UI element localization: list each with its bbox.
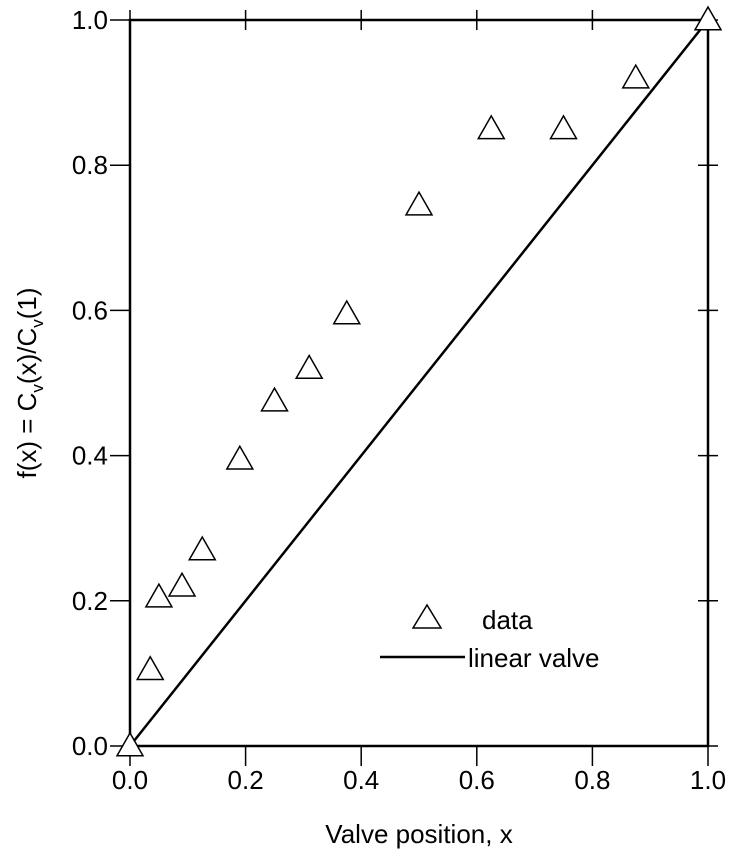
y-tick-label: 0.0 [72,731,108,761]
y-tick-label: 0.6 [72,295,108,325]
y-axis-title-sub-1: v [28,384,47,393]
y-axis-title-part-1: f(x) = C [12,393,42,479]
data-point-triangle [693,5,723,31]
linear-valve-line [129,19,709,747]
legend: data linear valve [380,603,600,673]
tick-labels: 0.0 0.2 0.4 0.6 0.8 1.0 0.0 0.2 0.4 0.6 0.8 1.0 [72,5,726,795]
data-point-triangle [115,731,145,757]
x-tick-label: 1.0 [690,765,726,795]
data-point-triangle [332,299,362,325]
x-tick-label: 0.8 [574,765,610,795]
y-axis-title-part-2: (x)/C [12,328,42,384]
data-point-triangle [225,444,255,470]
x-tick-label: 0.6 [459,765,495,795]
data-point-triangle [549,114,578,140]
y-axis-title: f(x) = Cv(x)/Cv(1) [12,287,47,478]
x-tick-label: 0.4 [343,765,379,795]
data-point-triangle [144,582,174,608]
data-point-triangle [135,655,165,681]
legend-line-label: linear valve [468,643,600,673]
x-axis-title: Valve position, x [325,819,512,849]
y-axis-title-part-3: (1) [12,287,42,319]
data-point-triangle [187,535,217,561]
x-tick-label: 0.0 [112,765,148,795]
x-tick-label: 0.2 [228,765,264,795]
data-point-triangle [621,63,651,89]
legend-data-label: data [482,605,533,635]
y-tick-label: 1.0 [72,5,108,35]
data-point-triangle [404,190,434,216]
data-point-triangle [260,386,289,412]
data-point-triangle [167,571,197,597]
y-axis-title-sub-2: v [28,319,47,328]
y-tick-label: 0.4 [72,441,108,471]
data-point-triangle [476,114,506,140]
y-tick-label: 0.8 [72,150,108,180]
plot-frame [128,18,710,748]
y-tick-label: 0.2 [72,586,108,616]
series [115,5,723,757]
legend-data-marker [411,603,443,629]
data-point-triangle [294,353,324,379]
